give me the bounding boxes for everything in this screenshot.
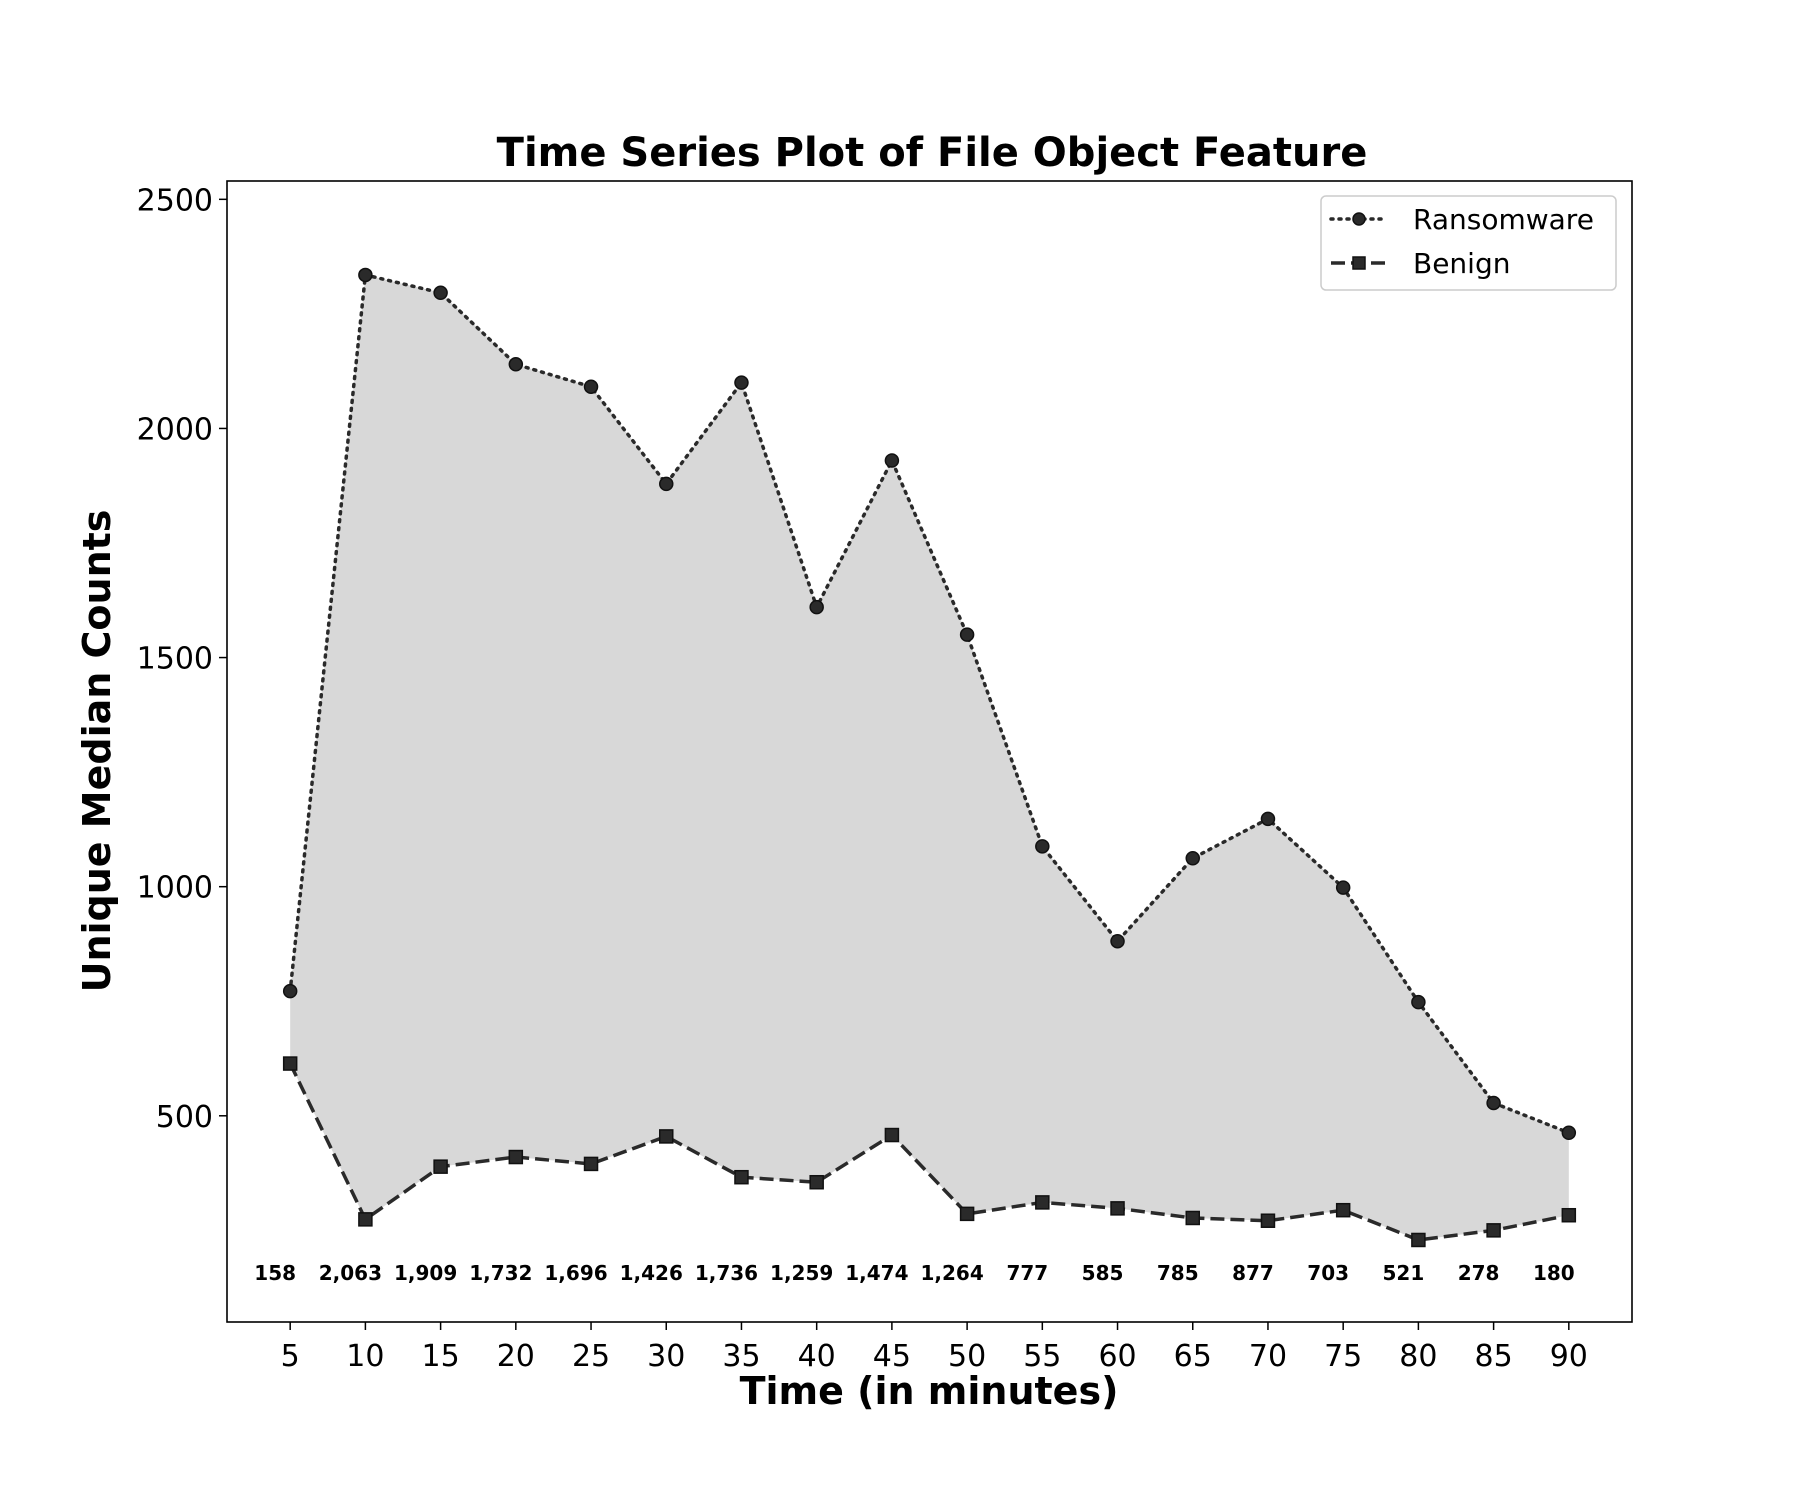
ransomware-point bbox=[1411, 994, 1426, 1010]
difference-label: 1,909 bbox=[394, 1261, 457, 1285]
benign-point bbox=[433, 1159, 448, 1174]
legend-ransomware-label: Ransomware bbox=[1413, 203, 1594, 236]
legend-benign-marker-icon bbox=[1352, 256, 1366, 270]
legend-benign-label: Benign bbox=[1413, 247, 1510, 280]
benign-point bbox=[1486, 1223, 1501, 1238]
x-axis-ticks: 5 10 15 20 25 30 35 40 45 50 55 60 65 70 75 80 85 90 bbox=[281, 1322, 1588, 1374]
benign-point bbox=[1185, 1210, 1200, 1226]
difference-fill-area bbox=[290, 274, 1569, 1240]
difference-label: 1,264 bbox=[920, 1261, 983, 1285]
y-axis-label: Unique Median Counts bbox=[75, 510, 119, 993]
benign-point bbox=[1335, 1202, 1351, 1218]
x-tick-label: 60 bbox=[1098, 1339, 1136, 1374]
difference-label: 1,732 bbox=[469, 1261, 532, 1285]
difference-label: 1,736 bbox=[695, 1261, 758, 1285]
difference-label: 1,259 bbox=[770, 1261, 833, 1285]
y-tick-label: 2000 bbox=[137, 412, 213, 447]
y-tick-label: 1000 bbox=[137, 871, 213, 906]
difference-label: 278 bbox=[1458, 1261, 1500, 1285]
series-lines bbox=[288, 272, 1571, 1242]
benign-point bbox=[1260, 1213, 1276, 1228]
ransomware-series-line bbox=[288, 272, 1571, 1135]
x-tick-label: 45 bbox=[873, 1339, 911, 1374]
ransomware-point bbox=[583, 379, 599, 394]
x-tick-label: 20 bbox=[497, 1339, 535, 1374]
ransomware-point bbox=[959, 627, 975, 642]
legend-box bbox=[1320, 195, 1617, 291]
benign-point bbox=[1411, 1232, 1426, 1248]
plot-frame bbox=[226, 180, 1633, 1323]
benign-point bbox=[1110, 1201, 1125, 1216]
y-tick-label: 500 bbox=[156, 1100, 213, 1135]
benign-series-line bbox=[288, 1062, 1570, 1242]
difference-label: 877 bbox=[1232, 1261, 1274, 1285]
benign-point bbox=[659, 1129, 674, 1144]
difference-label: 777 bbox=[1006, 1261, 1048, 1285]
difference-label: 585 bbox=[1082, 1261, 1124, 1285]
ransomware-point bbox=[358, 267, 373, 283]
y-tick-label: 2500 bbox=[137, 183, 213, 218]
x-tick-label: 90 bbox=[1550, 1339, 1588, 1374]
benign-point bbox=[1561, 1207, 1577, 1223]
ransomware-point bbox=[508, 357, 524, 372]
y-axis-ticks: 500 1000 1500 2000 2500 bbox=[137, 183, 227, 1135]
x-axis-label: Time (in minutes) bbox=[740, 1369, 1119, 1413]
benign-point bbox=[884, 1127, 900, 1143]
difference-label: 521 bbox=[1383, 1261, 1425, 1285]
x-tick-label: 5 bbox=[281, 1339, 300, 1374]
ransomware-point bbox=[734, 375, 749, 390]
difference-label: 1,426 bbox=[620, 1261, 683, 1285]
x-tick-label: 70 bbox=[1249, 1339, 1287, 1374]
difference-label: 703 bbox=[1307, 1261, 1349, 1285]
legend: Ransomware Benign bbox=[1320, 195, 1617, 291]
benign-point bbox=[1035, 1195, 1050, 1210]
benign-point bbox=[282, 1056, 298, 1071]
ransomware-point bbox=[1486, 1095, 1501, 1111]
benign-point bbox=[734, 1169, 749, 1185]
ransomware-point bbox=[884, 453, 900, 468]
x-tick-label: 40 bbox=[798, 1339, 836, 1374]
ransomware-point bbox=[433, 285, 448, 301]
ransomware-point bbox=[1185, 851, 1200, 866]
x-tick-label: 10 bbox=[346, 1339, 384, 1374]
difference-label: 785 bbox=[1157, 1261, 1199, 1285]
benign-point bbox=[959, 1206, 975, 1222]
x-tick-label: 50 bbox=[948, 1339, 986, 1374]
x-tick-label: 15 bbox=[422, 1339, 460, 1374]
ransomware-point bbox=[1035, 839, 1050, 854]
ransomware-point bbox=[1561, 1125, 1577, 1140]
x-tick-label: 30 bbox=[647, 1339, 685, 1374]
ransomware-point bbox=[1110, 933, 1125, 949]
benign-point bbox=[358, 1212, 373, 1227]
series-markers bbox=[282, 267, 1577, 1248]
difference-labels: 158 2,063 1,909 1,732 1,696 1,426 1,736 1,259 1,… bbox=[254, 1261, 1574, 1285]
benign-point bbox=[583, 1156, 599, 1172]
y-tick-label: 1500 bbox=[137, 642, 213, 677]
x-tick-label: 65 bbox=[1174, 1339, 1212, 1374]
difference-label: 1,696 bbox=[544, 1261, 607, 1285]
benign-point bbox=[508, 1149, 524, 1165]
x-tick-label: 80 bbox=[1399, 1339, 1437, 1374]
difference-label: 1,474 bbox=[845, 1261, 908, 1285]
x-tick-label: 25 bbox=[572, 1339, 610, 1374]
x-tick-label: 85 bbox=[1475, 1339, 1513, 1374]
x-tick-label: 75 bbox=[1324, 1339, 1362, 1374]
difference-label: 158 bbox=[254, 1261, 296, 1285]
difference-label: 2,063 bbox=[319, 1261, 382, 1285]
x-tick-label: 35 bbox=[722, 1339, 760, 1374]
ransomware-point bbox=[282, 983, 298, 999]
ransomware-point bbox=[659, 476, 674, 492]
chart-title: Time Series Plot of File Object Feature bbox=[497, 130, 1368, 176]
ransomware-point bbox=[1260, 811, 1276, 827]
ransomware-point bbox=[809, 599, 824, 615]
ransomware-point bbox=[1335, 880, 1351, 895]
x-tick-label: 55 bbox=[1023, 1339, 1061, 1374]
legend-ransomware-marker-icon bbox=[1352, 212, 1366, 226]
benign-point bbox=[809, 1174, 824, 1190]
difference-label: 180 bbox=[1533, 1261, 1575, 1285]
